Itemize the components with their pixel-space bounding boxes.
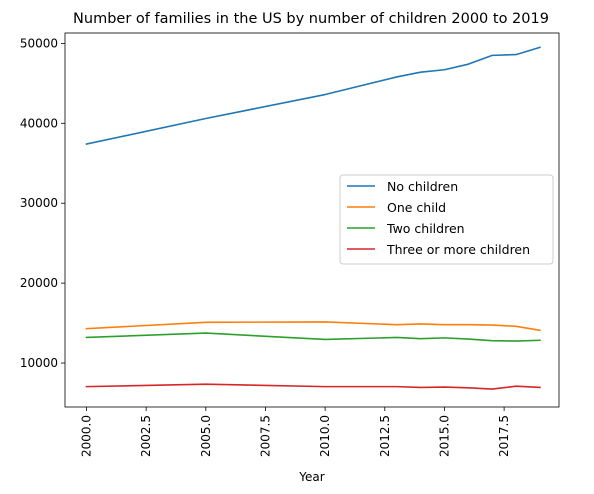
x-tick-label: 2007.5: [258, 415, 272, 457]
series-line-0: [85, 46, 541, 146]
x-axis: 2000.0 2002.5 2005.0 2007.5 2010.0 2012.5 2015…: [79, 407, 511, 457]
x-tick-label: 2017.5: [497, 415, 511, 457]
x-tick-label: 2012.5: [378, 415, 392, 457]
x-tick-label: 2010.0: [318, 415, 332, 457]
y-tick-label: 30000: [20, 196, 58, 210]
x-tick-label: 2002.5: [139, 415, 153, 457]
legend-label: One child: [387, 200, 446, 215]
x-tick-label: 2005.0: [199, 415, 213, 457]
y-tick-label: 50000: [20, 36, 58, 50]
plot-frame: [64, 32, 560, 408]
y-tick-label: 10000: [20, 356, 58, 370]
legend-label: No children: [387, 179, 458, 194]
legend-frame: [339, 174, 554, 265]
y-axis: 10000 20000 30000 40000 50000: [20, 36, 65, 370]
chart-title: Number of families in the US by number o…: [73, 11, 549, 27]
legend: No children One child Two children Three or…: [339, 174, 554, 265]
x-tick-label: 2015.0: [437, 415, 451, 457]
x-tick-label: 2000.0: [79, 415, 93, 457]
legend-label: Two children: [386, 221, 465, 236]
series-line-1: [85, 321, 541, 332]
series-lines: [85, 46, 541, 390]
series-line-2: [85, 332, 541, 342]
legend-label: Three or more children: [386, 242, 530, 257]
x-axis-label: Year: [298, 470, 324, 484]
y-tick-label: 40000: [20, 116, 58, 130]
series-line-3: [85, 383, 541, 390]
y-tick-label: 20000: [20, 276, 58, 290]
